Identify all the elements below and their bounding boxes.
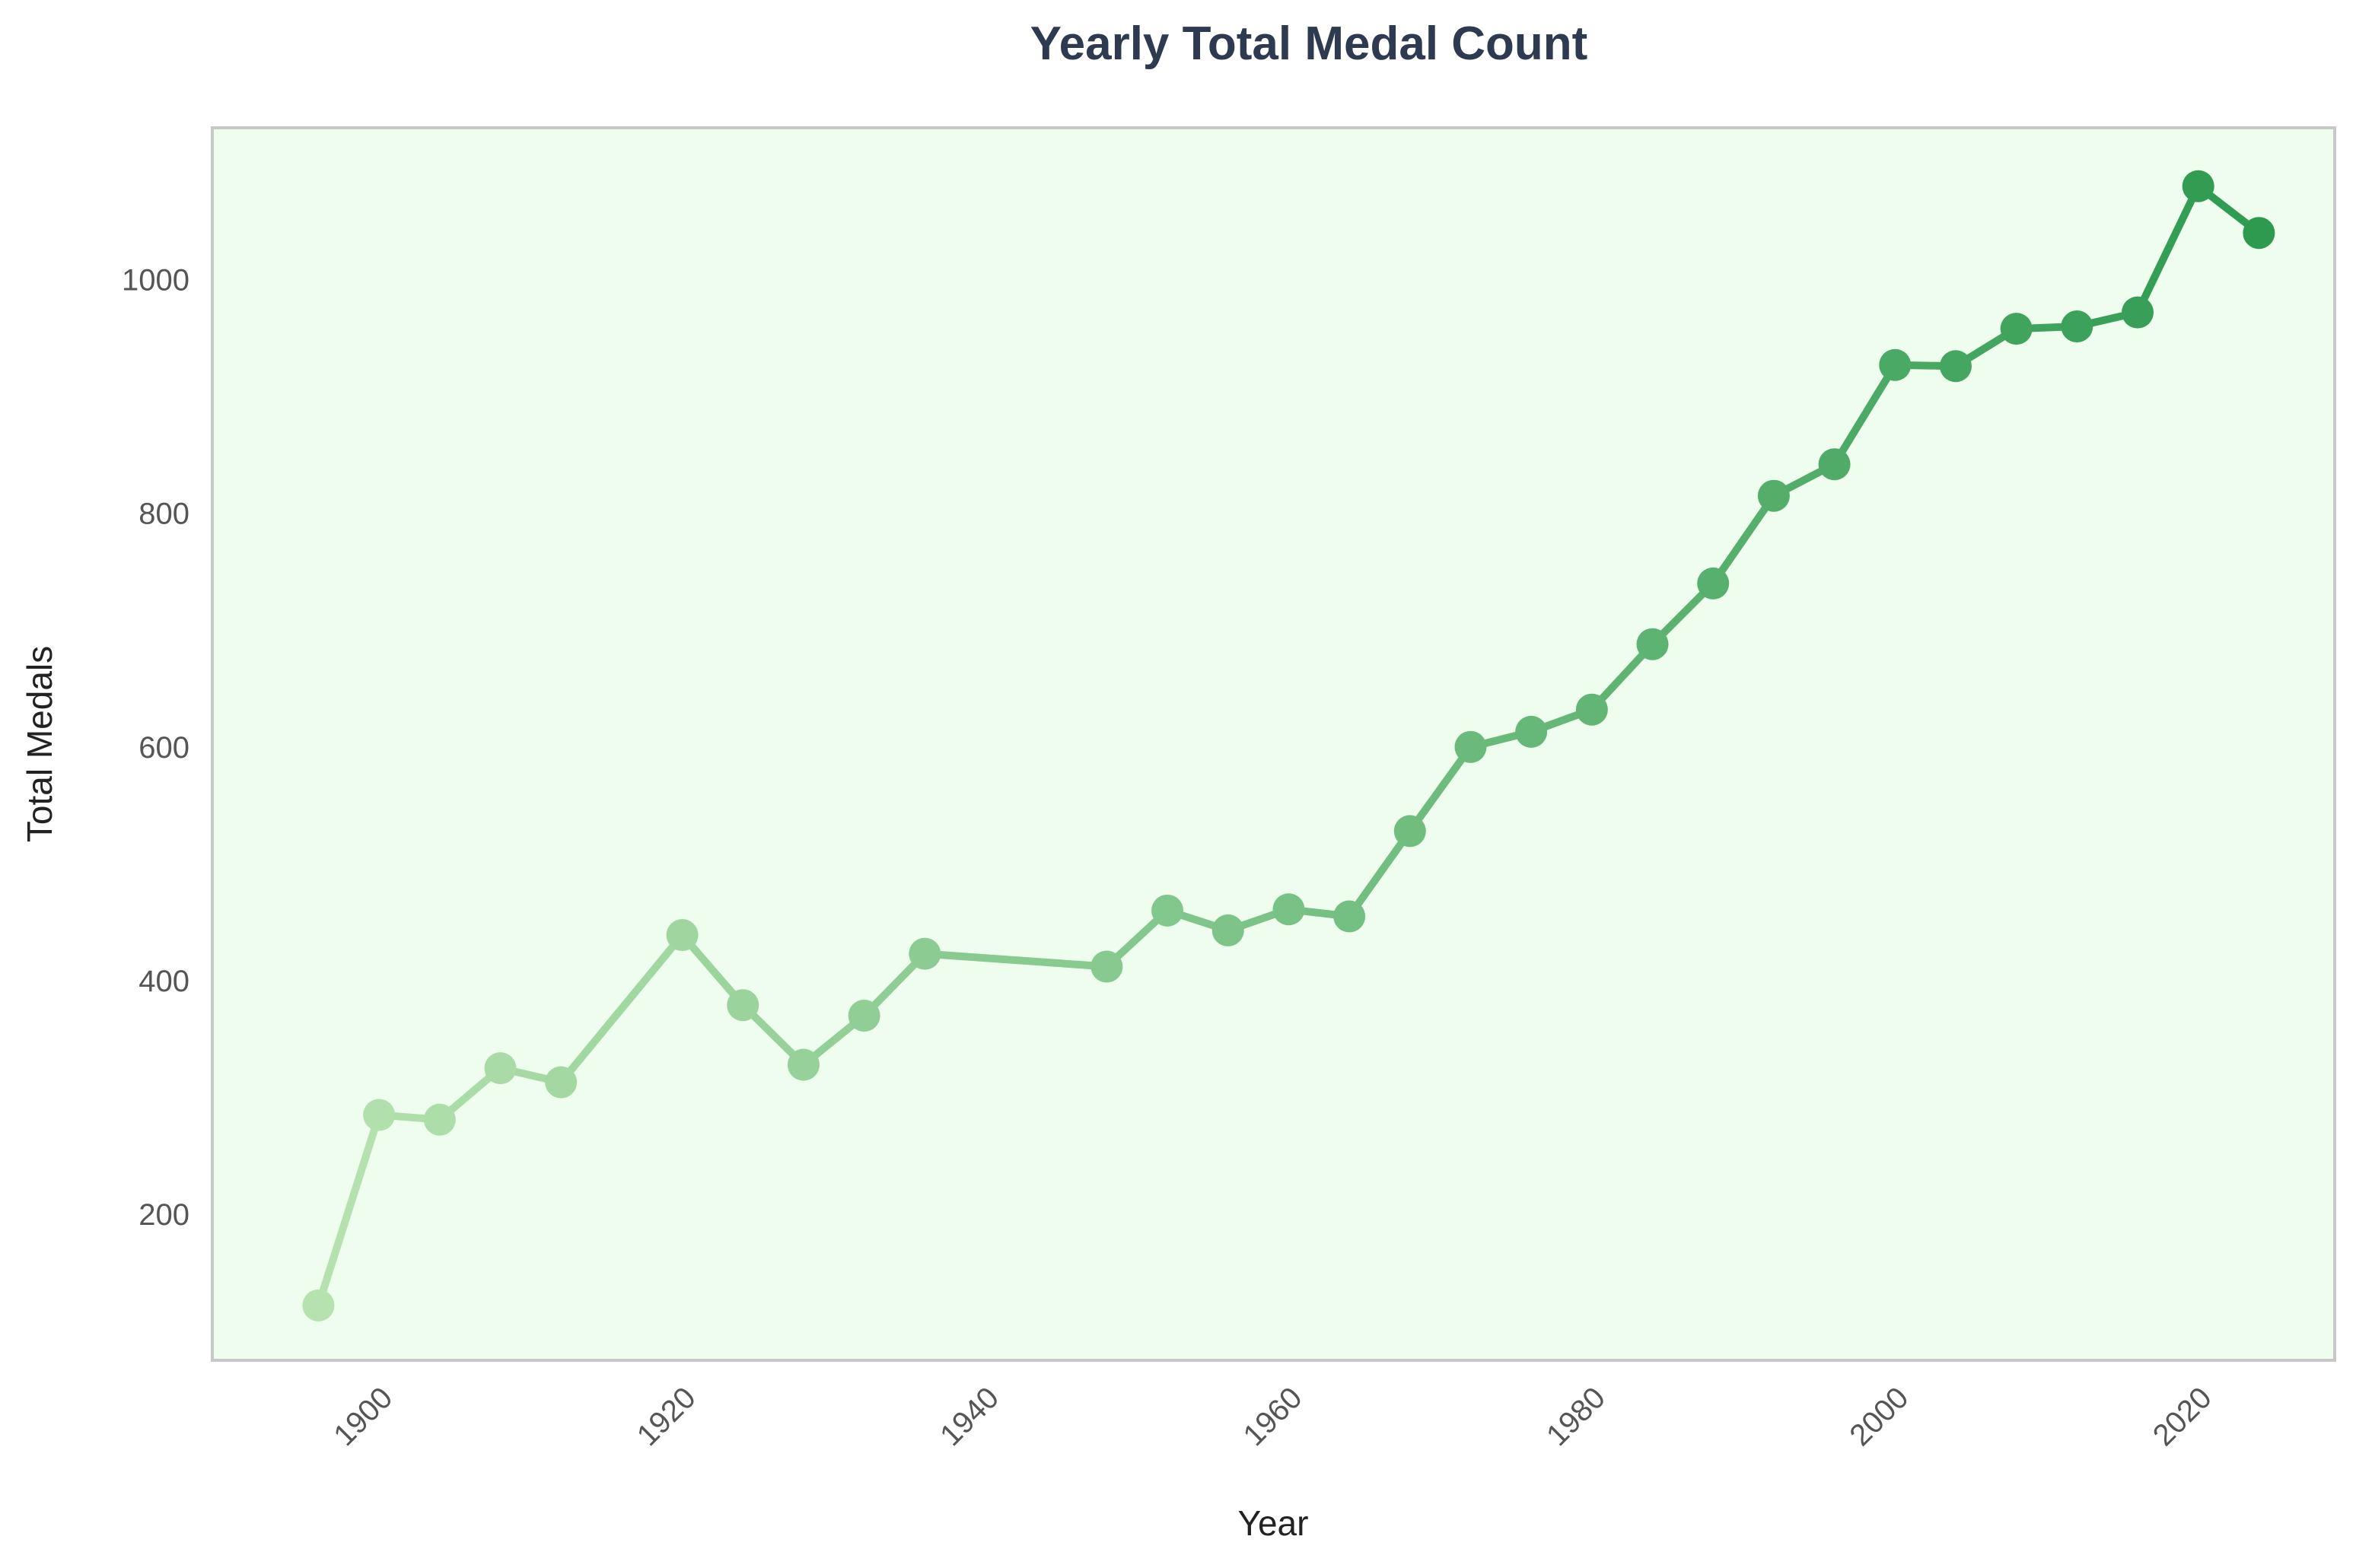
data-point [1939,350,1972,383]
data-point [2122,296,2154,329]
y-tick-label: 800 [138,498,189,531]
data-points [302,170,2275,1322]
data-point [2182,170,2214,202]
line-segment [2134,182,2202,316]
x-axis-label: Year [1238,1503,1309,1543]
data-point [484,1052,517,1085]
y-tick-label: 600 [138,731,189,765]
x-tick-label: 2000 [1843,1381,1915,1452]
data-point [1636,628,1669,660]
data-point [1515,715,1548,748]
y-tick-label: 200 [138,1198,189,1232]
line-segment [1345,827,1414,921]
data-point [1454,730,1487,763]
y-axis-ticks: 200 400 600 800 1000 [122,264,189,1232]
data-point [848,1000,880,1032]
data-point [1272,893,1305,926]
line-segment [1406,743,1475,835]
x-tick-label: 1920 [631,1381,702,1452]
x-tick-label: 1960 [1237,1381,1309,1452]
data-point [1090,950,1123,983]
data-point [545,1066,578,1099]
chart-title: Yearly Total Medal Count [1030,17,1588,70]
y-tick-label: 400 [138,965,189,998]
line-segment [921,949,1111,971]
data-point [1211,914,1244,946]
x-tick-label: 1900 [327,1381,399,1452]
data-point [423,1103,456,1136]
data-point [1575,693,1608,726]
data-point [1393,815,1426,848]
x-tick-label: 2020 [2147,1381,2218,1452]
x-tick-label: 1980 [1540,1381,1612,1452]
plot-area [211,126,2336,1362]
data-point [1757,479,1790,512]
data-point [1151,894,1184,927]
data-point [2243,217,2275,250]
data-point [2000,313,2033,345]
x-axis-ticks: 1900 1920 1940 1960 1980 2000 2020 [327,1381,2218,1452]
data-point [909,937,941,970]
data-point [1879,348,1912,381]
data-point [1697,567,1730,600]
data-point [1333,900,1366,933]
data-point [302,1289,335,1322]
line-segment [314,1111,384,1309]
line-segment [1830,361,1899,469]
line-segment [1709,491,1778,587]
data-point [2061,310,2093,343]
data-point [787,1048,820,1081]
data-point [666,919,699,952]
data-point [1818,448,1851,481]
x-tick-label: 1940 [934,1381,1005,1452]
line-segment [557,931,686,1086]
y-tick-label: 1000 [122,264,189,297]
y-axis-label: Total Medals [20,646,59,842]
data-point [363,1099,396,1131]
data-point [727,989,759,1022]
